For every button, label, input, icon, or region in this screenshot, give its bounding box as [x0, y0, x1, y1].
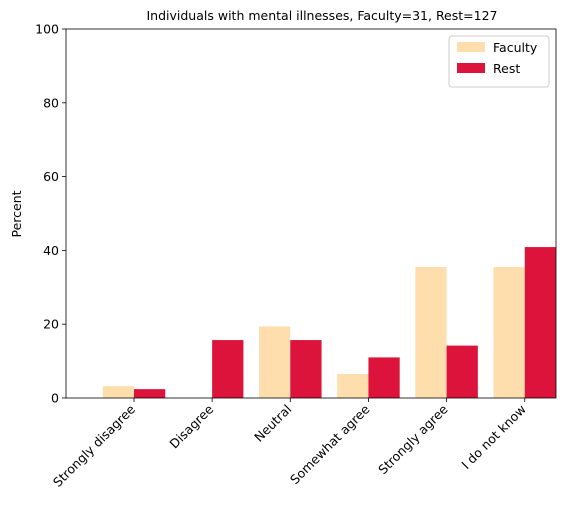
bar-rest [290, 340, 322, 398]
legend-label-faculty: Faculty [493, 40, 538, 55]
plot-area: Strongly disagree Disagree NeutralSomewhat… [35, 22, 557, 490]
y-tick-label: 0 [51, 391, 59, 406]
legend-swatch-rest [457, 63, 485, 73]
bar-faculty [259, 326, 291, 398]
x-tick-label: I do not know [458, 402, 529, 473]
bar-rest [368, 357, 400, 398]
y-tick-label: 100 [35, 22, 59, 37]
bar-rest [212, 340, 244, 398]
axes-frame [65, 28, 557, 399]
bar-rest [133, 389, 166, 398]
y-axis-label: Percent [9, 190, 24, 237]
legend: Faculty Rest [448, 35, 550, 88]
x-tick-label: Somewhat agree [287, 401, 373, 487]
y-tick-label: 60 [43, 169, 59, 184]
chart-title: Individuals with mental illnesses, Facul… [146, 8, 497, 23]
bar-faculty [102, 386, 134, 398]
bar-rest [446, 345, 478, 398]
y-tick-label: 20 [43, 317, 59, 332]
x-tick-label: Neutral [251, 402, 294, 445]
bar-rest [524, 247, 556, 398]
bar-faculty [337, 374, 369, 398]
bar-faculty [493, 267, 525, 398]
x-tick-label: Strongly agree [375, 401, 451, 477]
y-tick-label: 40 [43, 243, 59, 258]
legend-swatch-faculty [457, 42, 485, 52]
x-tick-label: Disagree [166, 401, 216, 451]
y-tick-label: 80 [43, 95, 59, 110]
bar-faculty [415, 267, 447, 398]
x-tick-label: Strongly disagree [50, 401, 138, 489]
legend-label-rest: Rest [493, 61, 520, 76]
